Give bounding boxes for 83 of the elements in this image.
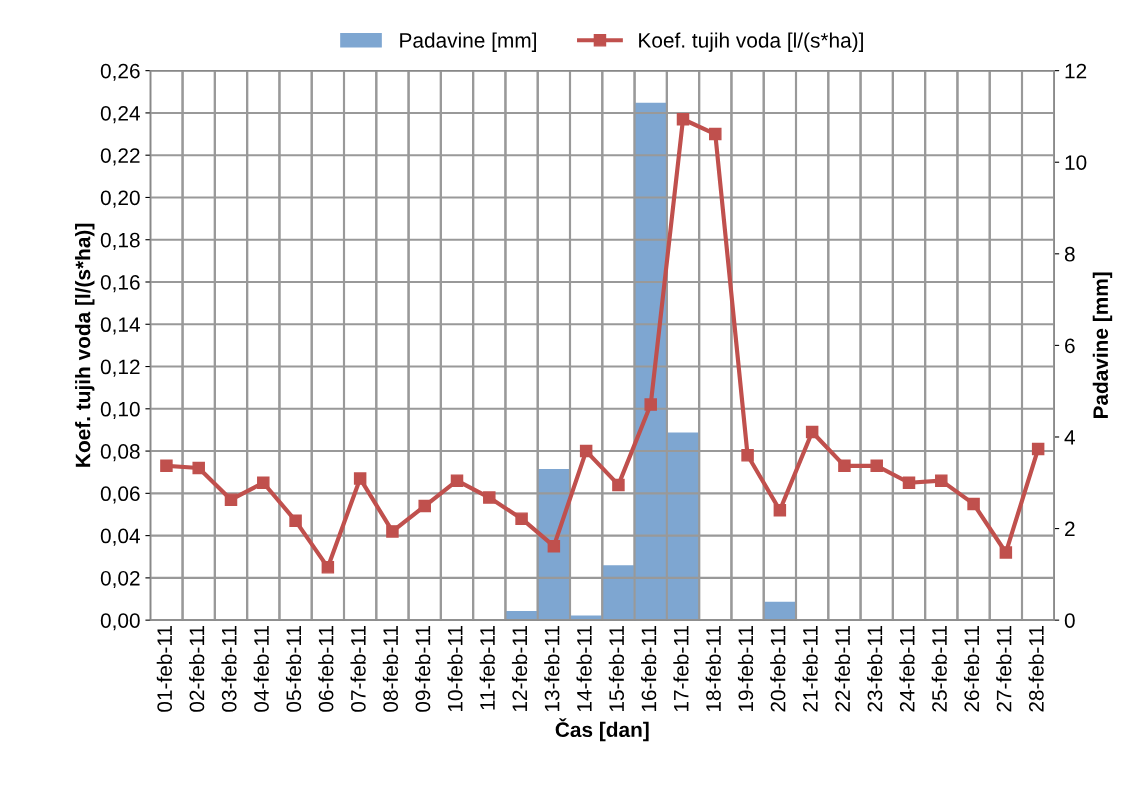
point: [321, 561, 335, 574]
point: [612, 478, 625, 492]
y-tick-label: 0,06: [100, 486, 140, 504]
x-tick-label: 02-feb-11: [189, 626, 205, 712]
x-tick-label: 18-feb-11: [705, 626, 721, 712]
y-tick-label: 0,26: [100, 63, 140, 81]
point: [450, 474, 464, 487]
point: [1031, 442, 1045, 456]
point: [192, 461, 205, 475]
x-tick-label: 11-feb-11: [479, 626, 495, 710]
y2-tick-label: 8: [1064, 246, 1075, 262]
point: [515, 512, 528, 525]
point: [870, 459, 883, 473]
y-tick-label: 0,20: [100, 190, 140, 208]
legend-label: Koef. tujih voda [l/(s*ha)]: [639, 32, 863, 52]
x-tick-label: 16-feb-11: [641, 626, 657, 712]
point: [483, 491, 496, 504]
point: [805, 425, 819, 439]
y-tick-label: 0,18: [100, 232, 140, 250]
point: [224, 493, 238, 506]
x-tick-label: 24-feb-11: [899, 626, 915, 712]
y-tick-label: 0,00: [100, 613, 140, 631]
y-tick-label: 0,14: [100, 317, 140, 335]
x-tick-label: 19-feb-11: [737, 626, 754, 712]
y-tick-label: 0,16: [100, 275, 140, 293]
point: [967, 497, 980, 511]
point: [644, 398, 657, 411]
x-tick-label: 27-feb-11: [996, 626, 1012, 712]
x-tick-label: 01-feb-11: [156, 626, 173, 712]
point: [999, 546, 1013, 559]
y2-tick-label: 2: [1065, 521, 1075, 537]
x-tick-label: 04-feb-11: [253, 626, 269, 712]
x-tick-label: 23-feb-11: [867, 626, 883, 712]
x-tick-label: 17-feb-11: [673, 626, 689, 712]
point: [353, 472, 367, 485]
x-tick-label: 26-feb-11: [963, 626, 980, 712]
x-tick-label: 03-feb-11: [221, 626, 237, 712]
point: [773, 503, 787, 517]
x-tick-label: 28-feb-11: [1028, 626, 1044, 712]
y2-tick-label: 6: [1065, 338, 1075, 354]
x-tick-label: 05-feb-11: [285, 626, 302, 712]
x-tick-label: 13-feb-11: [544, 626, 560, 712]
y-tick-label: 0,02: [100, 570, 140, 589]
x-tick-label: 07-feb-11: [350, 626, 366, 712]
legend-label: Padavine [mm]: [400, 32, 536, 52]
y2-axis-title: Padavine [mm]: [1092, 272, 1113, 419]
y-axis-title: Koef. tujih voda [l/(s*ha)]: [75, 223, 95, 467]
x-tick-label: 15-feb-11: [608, 626, 625, 712]
x-tick-label: 08-feb-11: [382, 626, 399, 712]
x-tick-label: 06-feb-11: [318, 626, 334, 712]
x-tick-label: 22-feb-11: [834, 626, 851, 712]
point: [935, 474, 948, 487]
y2-tick-label: 12: [1065, 63, 1087, 79]
y-tick-label: 0,08: [100, 444, 140, 462]
point: [547, 539, 561, 553]
point: [676, 113, 690, 126]
point: [741, 449, 754, 462]
x-tick-label: 14-feb-11: [576, 626, 592, 712]
y-tick-label: 0,10: [100, 401, 140, 420]
x-tick-label: 20-feb-11: [770, 626, 786, 712]
x-tick-label: 10-feb-11: [447, 626, 463, 712]
x-tick-label: 12-feb-11: [511, 626, 528, 712]
point: [289, 514, 302, 528]
point: [386, 525, 399, 538]
x-tick-label: 21-feb-11: [802, 626, 818, 712]
x-axis-title: Čas [dan]: [555, 718, 649, 742]
point: [257, 476, 270, 490]
y2-tick-label: 0: [1064, 613, 1075, 628]
point: [838, 459, 851, 473]
y2-tick-label: 10: [1065, 155, 1087, 170]
y-tick-label: 0,24: [100, 105, 140, 124]
x-tick-label: 09-feb-11: [415, 626, 431, 712]
y-tick-label: 0,12: [100, 359, 140, 377]
point: [709, 127, 722, 141]
y-tick-label: 0,22: [100, 148, 140, 166]
x-tick-label: 25-feb-11: [931, 626, 947, 712]
y2-tick-label: 4: [1064, 430, 1075, 445]
y-tick-label: 0,04: [100, 528, 140, 546]
point: [902, 476, 916, 490]
point: [160, 459, 173, 473]
bar: [602, 565, 635, 621]
point: [579, 444, 593, 458]
point: [418, 499, 431, 513]
